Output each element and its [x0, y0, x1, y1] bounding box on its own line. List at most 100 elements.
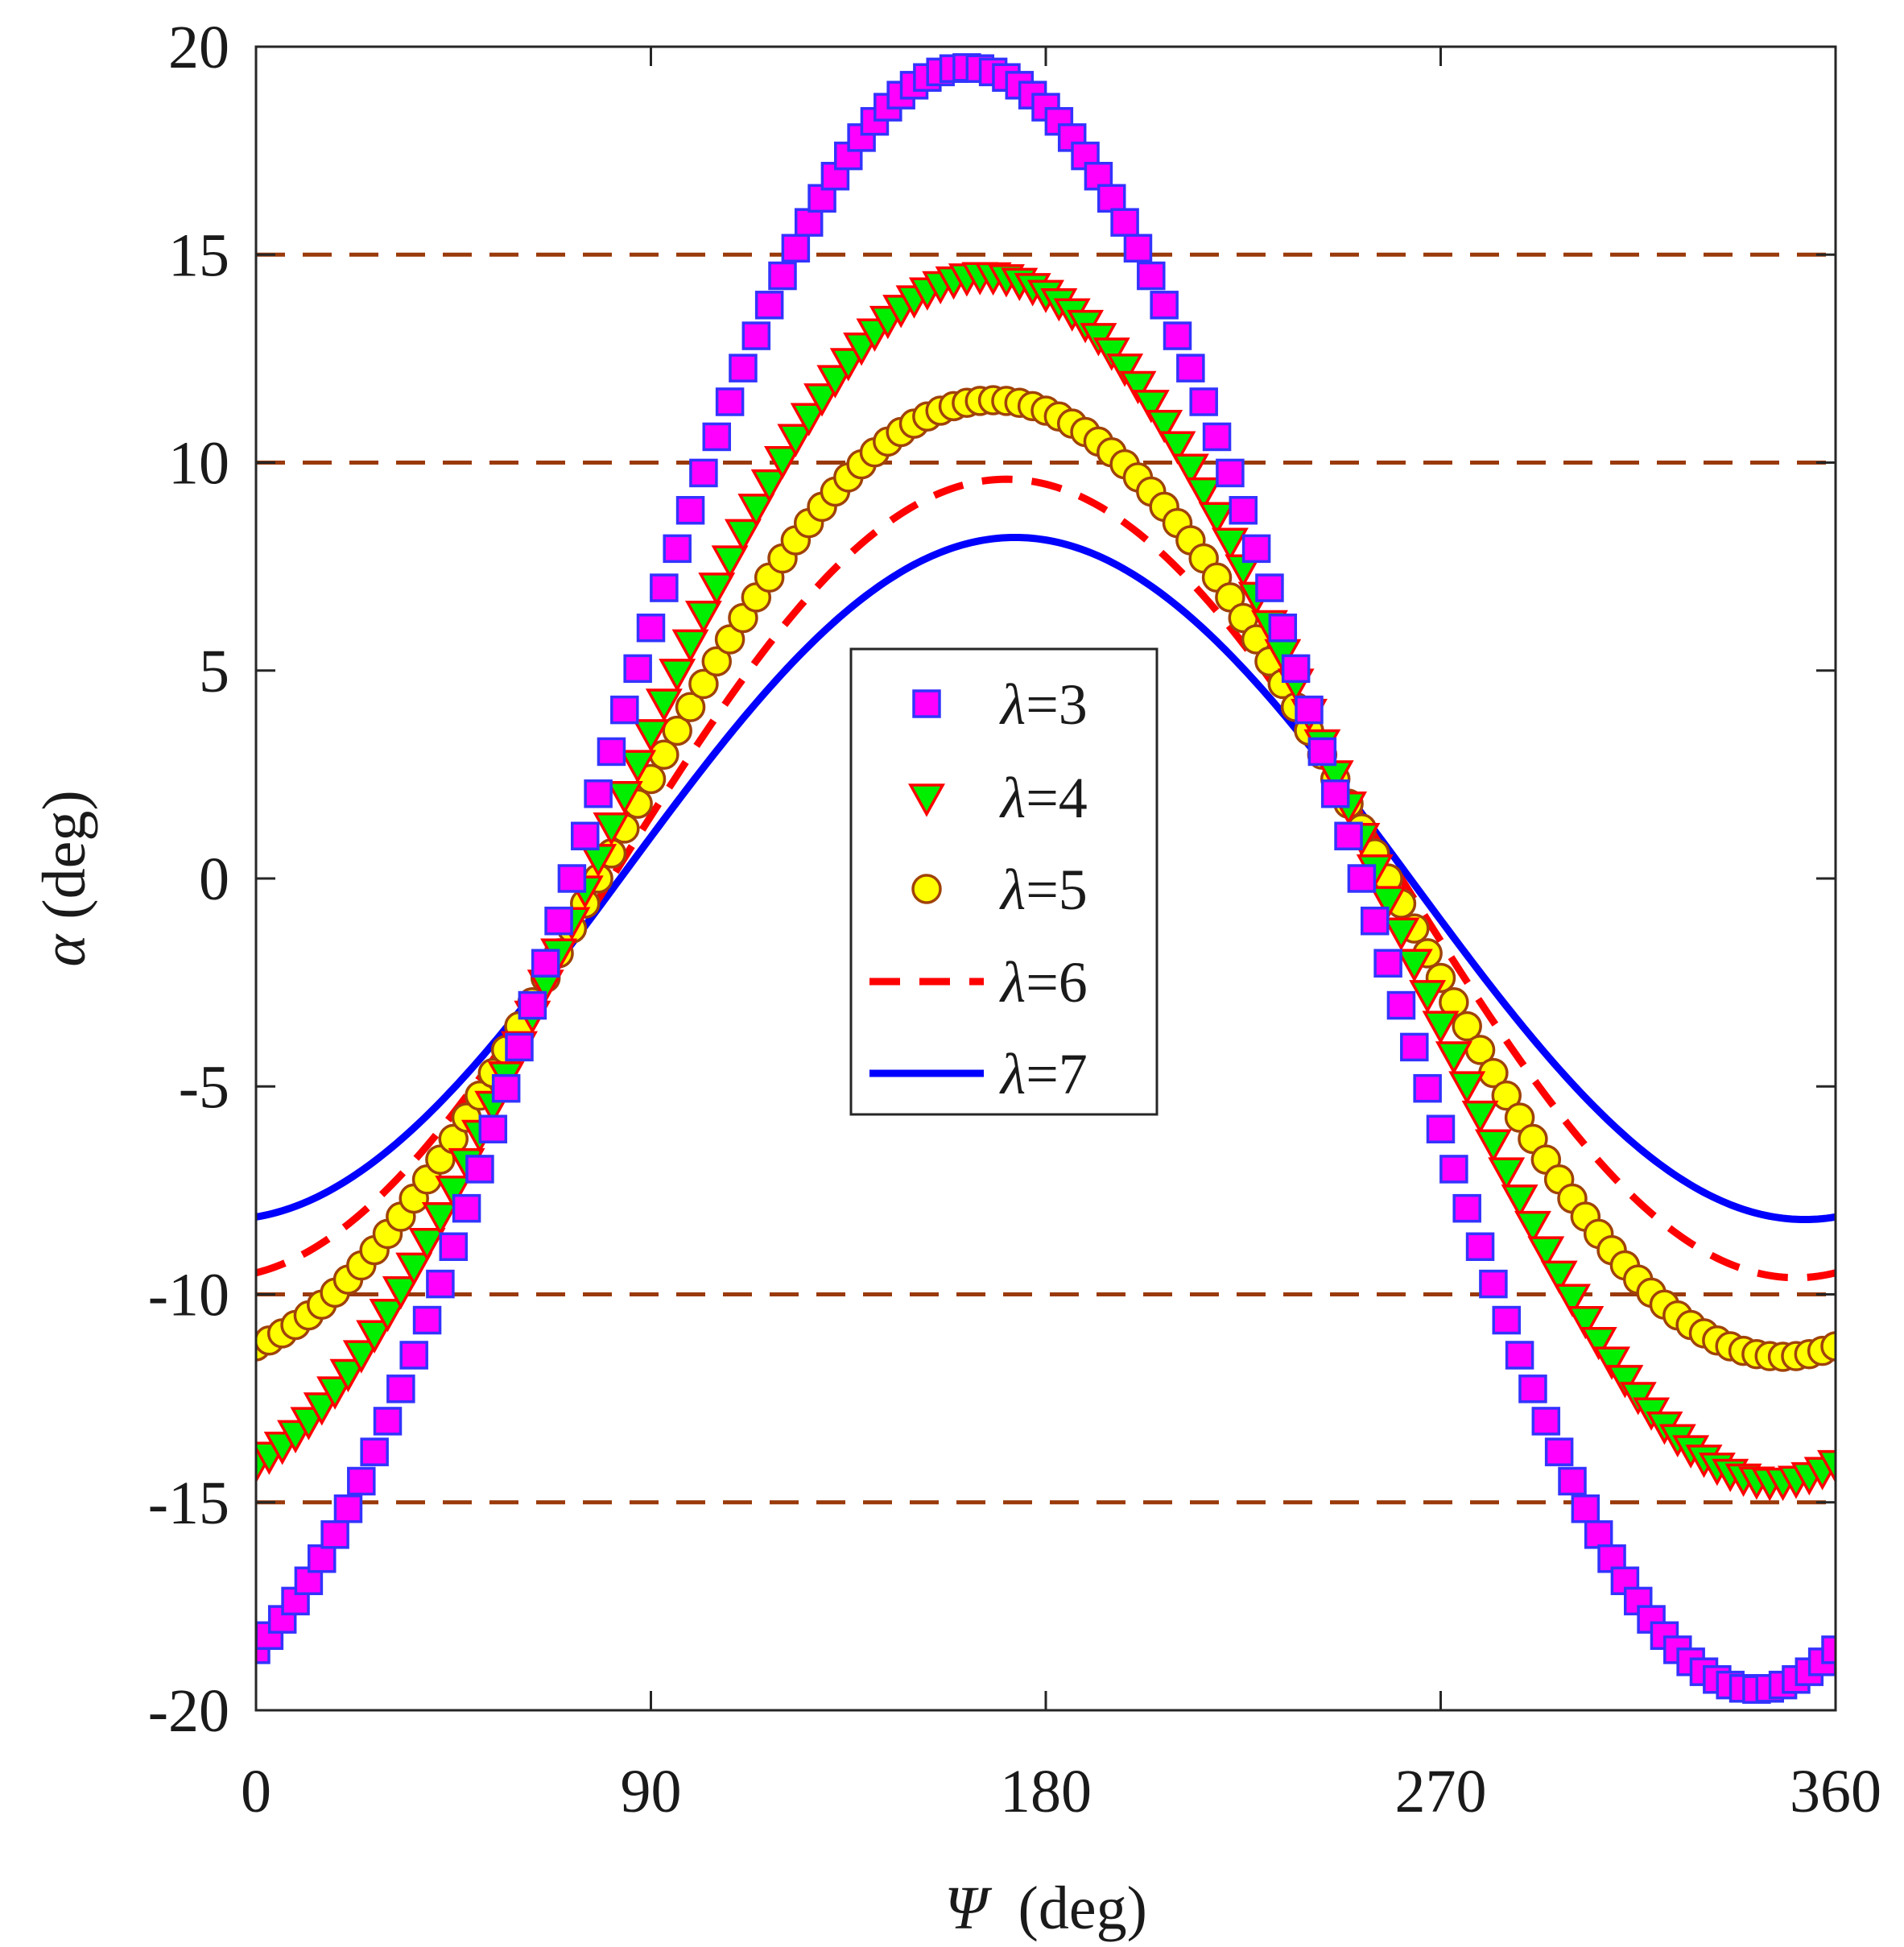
- data-point: [329, 1358, 367, 1393]
- data-point: [750, 469, 788, 503]
- data-point: [1452, 1011, 1482, 1042]
- data-point: [593, 812, 630, 846]
- data-point: [1531, 1407, 1561, 1436]
- data-point: [1334, 821, 1363, 851]
- data-point: [421, 1202, 459, 1236]
- data-point: [729, 353, 758, 382]
- x-tick-label: 180: [1000, 1758, 1092, 1825]
- series-layer: [256, 53, 1836, 1704]
- data-point: [737, 494, 775, 527]
- x-tick-label: 270: [1395, 1758, 1487, 1825]
- data-point: [478, 1114, 508, 1143]
- data-point: [435, 1175, 473, 1209]
- data-point: [1395, 949, 1433, 982]
- data-point: [1347, 864, 1377, 893]
- data-point: [1198, 502, 1236, 535]
- y-axis-label-unit: (deg): [31, 790, 98, 934]
- data-point: [518, 990, 547, 1020]
- y-tick-label: 20: [168, 14, 229, 81]
- data-point: [1492, 1305, 1521, 1335]
- data-point: [1501, 1184, 1538, 1218]
- data-point: [816, 365, 854, 399]
- x-axis-label: Ψ (deg): [944, 1875, 1147, 1942]
- data-point: [1580, 1326, 1617, 1361]
- data-point: [1132, 390, 1170, 424]
- data-point: [1474, 1129, 1512, 1163]
- data-point: [1295, 695, 1324, 725]
- legend-entry: λ=3: [912, 672, 1088, 737]
- data-point: [439, 1232, 468, 1261]
- data-point: [1820, 1331, 1836, 1362]
- data-point: [689, 458, 718, 488]
- data-point: [408, 1227, 446, 1262]
- data-point: [764, 446, 801, 480]
- data-point: [632, 719, 670, 753]
- legend: λ=3 λ=4 λ=5 λ=6 λ=7: [849, 647, 1159, 1116]
- data-point: [1422, 1011, 1460, 1044]
- data-point: [1171, 453, 1209, 487]
- data-point: [711, 545, 749, 579]
- data-point: [399, 1341, 428, 1370]
- data-point: [741, 321, 771, 350]
- data-point: [1448, 1071, 1486, 1105]
- x-axis-label-unit: (deg): [988, 1875, 1147, 1942]
- data-point: [1491, 1080, 1522, 1111]
- data-point: [1382, 917, 1420, 951]
- data-point: [1514, 1210, 1551, 1245]
- data-point: [623, 654, 652, 684]
- data-point: [1176, 353, 1205, 382]
- data-point: [662, 715, 692, 746]
- data-point: [715, 387, 745, 416]
- data-point: [803, 383, 841, 417]
- data-point: [636, 614, 666, 643]
- x-tick-label: 360: [1790, 1758, 1881, 1825]
- data-point: [1400, 1032, 1429, 1062]
- data-point: [1461, 1100, 1499, 1135]
- data-point: [1479, 1269, 1508, 1299]
- data-point: [1567, 1305, 1605, 1340]
- y-tick-label: -15: [148, 1470, 229, 1537]
- data-point: [777, 424, 815, 457]
- data-point: [1386, 990, 1416, 1020]
- data-point: [698, 573, 736, 606]
- data-point: [1584, 1520, 1613, 1549]
- data-point: [829, 348, 867, 382]
- data-point: [1268, 614, 1298, 643]
- data-point: [663, 534, 692, 564]
- data-point: [1229, 496, 1258, 525]
- data-point: [1413, 1073, 1442, 1103]
- axis-ticks: [254, 45, 1837, 1712]
- data-point: [675, 496, 705, 525]
- data-point: [1373, 949, 1402, 978]
- y-axis-label-symbol: α: [31, 933, 98, 967]
- series-λ=5: [256, 385, 1836, 1372]
- data-point: [1452, 1193, 1481, 1223]
- data-point: [531, 949, 560, 978]
- data-point: [1505, 1341, 1534, 1370]
- data-point: [1092, 337, 1130, 371]
- data-point: [1185, 477, 1223, 511]
- data-point: [675, 692, 706, 722]
- legend-label: λ=7: [999, 1042, 1088, 1106]
- data-point: [1518, 1374, 1547, 1403]
- data-point: [1150, 291, 1179, 320]
- data-point: [1544, 1437, 1574, 1466]
- data-point: [1241, 534, 1271, 564]
- data-point: [544, 906, 573, 936]
- data-point: [1137, 261, 1166, 291]
- data-point: [1554, 1284, 1591, 1317]
- data-point: [584, 779, 613, 808]
- data-point: [557, 864, 587, 893]
- legend-label: λ=4: [999, 766, 1088, 830]
- y-tick-label: 15: [168, 221, 229, 289]
- data-point: [688, 668, 719, 700]
- data-point: [702, 422, 731, 452]
- data-point: [1435, 1041, 1472, 1075]
- data-point: [1558, 1466, 1587, 1496]
- data-point: [356, 1320, 394, 1354]
- data-point: [714, 624, 745, 655]
- y-tick-label: -10: [148, 1262, 229, 1329]
- data-point: [491, 1073, 521, 1103]
- y-tick-label: 0: [199, 845, 229, 913]
